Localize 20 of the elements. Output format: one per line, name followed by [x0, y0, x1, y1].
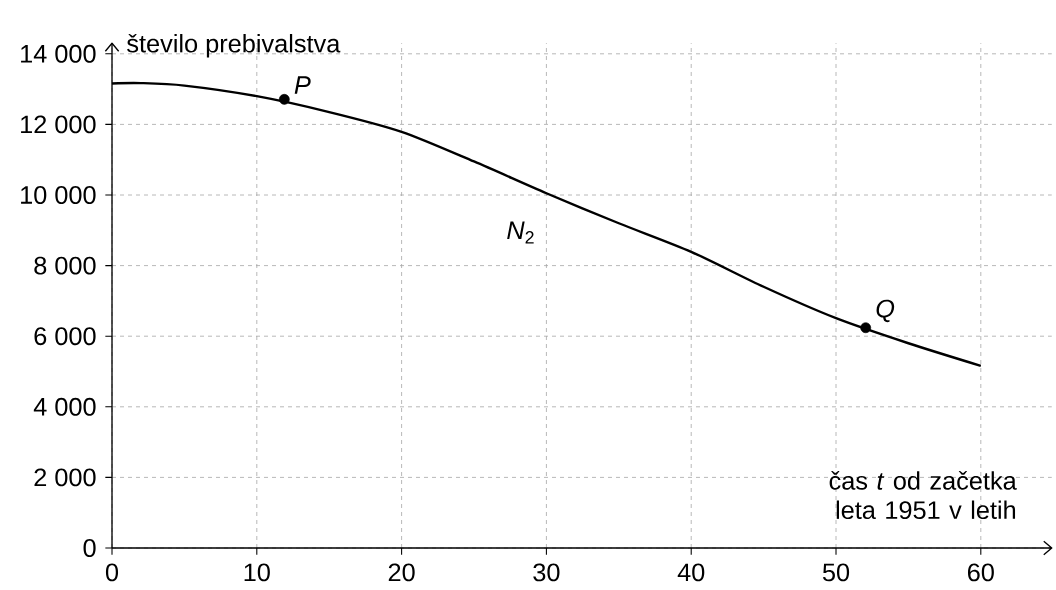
annotation: N$_{2}$	[507, 221, 534, 244]
y-tick-label: 0	[83, 539, 96, 557]
x-tick-label: 0	[105, 563, 119, 582]
annotation: Q	[876, 299, 895, 323]
y-tick-label: 6 000	[34, 327, 96, 346]
x-tick-label: 60	[967, 563, 994, 582]
y-tick-label: 12 000	[21, 115, 96, 134]
y-axis-title: število prebivalstva	[127, 33, 341, 58]
y-tick-label: 4 000	[33, 397, 96, 416]
x-tick-label: 50	[822, 563, 850, 582]
x-tick-label: 40	[677, 563, 705, 582]
y-tick-label: 2 000	[34, 468, 96, 487]
annotation: P	[294, 76, 311, 94]
x-tick-label: 20	[388, 563, 415, 582]
x-axis-title: čas t od začetka leta 1951 v letih	[829, 471, 1017, 520]
y-tick-label: 8 000	[34, 256, 96, 275]
y-tick-label: 10 000	[21, 186, 96, 204]
y-tick-label: 14 000	[21, 44, 96, 63]
x-tick-label: 10	[244, 563, 270, 582]
x-tick-label: 30	[533, 563, 560, 582]
